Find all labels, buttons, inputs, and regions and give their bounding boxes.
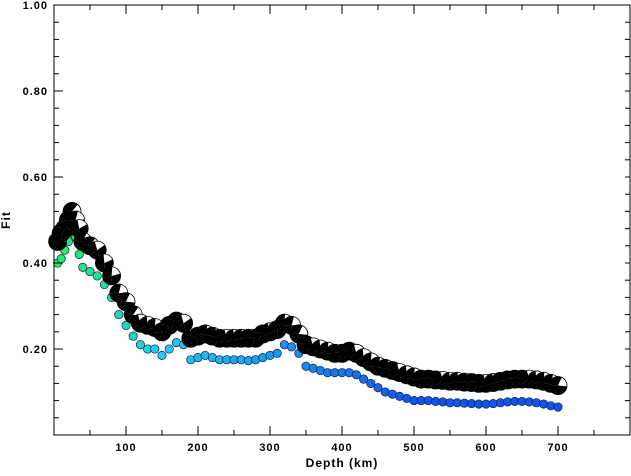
y-axis-label: Fit [0,211,13,229]
x-tick-label: 300 [259,442,280,454]
x-tick-label: 600 [475,442,496,454]
focal-mechanism-beachball [174,313,194,333]
fit-dot [359,374,369,384]
fit-dot [121,320,131,330]
x-tick-label: 500 [403,442,424,454]
fit-dot [85,267,95,277]
focal-mechanism-beachball [102,266,121,286]
fit-dot [287,342,297,352]
fit-dot [157,350,167,360]
fit-dot [92,271,102,281]
fit-dot [150,344,160,354]
fit-dot [351,370,361,380]
fit-dot [128,331,138,341]
plot-marks [48,201,568,412]
y-tick-label: 0.60 [23,172,48,184]
x-tick-label: 200 [187,442,208,454]
fit-dot [373,383,383,393]
fit-dot [56,254,66,264]
x-tick-label: 400 [331,442,352,454]
fit-dot [272,348,282,358]
fit-dot [78,262,88,272]
y-tick-label: 0.20 [23,344,48,356]
x-tick-label: 100 [115,442,136,454]
fit-dot [164,344,174,354]
y-tick-label: 0.40 [23,258,48,270]
focal-mechanism-beachball [548,376,568,395]
fit-dot [553,402,563,412]
x-axis-label: Depth (km) [306,456,379,470]
fit-dot [74,249,84,259]
fit-dot [114,310,124,320]
fit-dot [366,378,376,388]
y-tick-label: 0.80 [23,86,48,98]
fit-dot [135,340,145,350]
y-tick-label: 1.00 [23,0,48,12]
x-tick-label: 700 [547,442,568,454]
axis-ticks: 0.20 0.40 0.60 0.80 1.00 100 200 300 400 500 600 70… [23,0,630,454]
